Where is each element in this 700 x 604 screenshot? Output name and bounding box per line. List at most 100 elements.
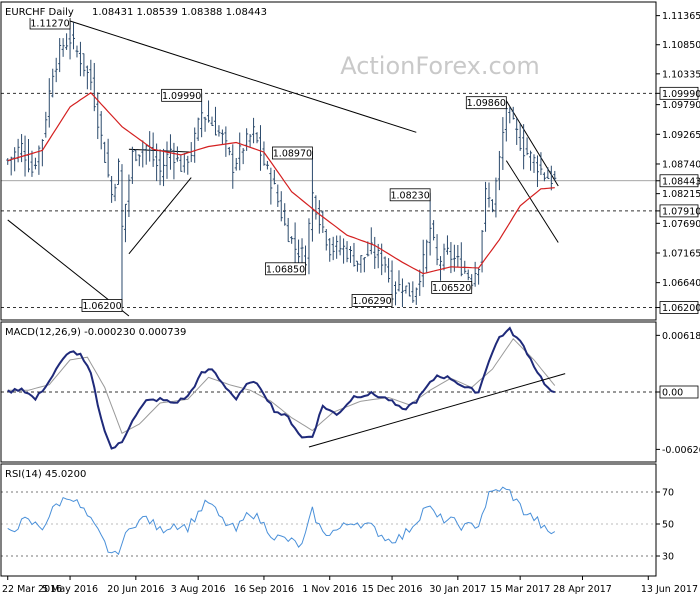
ohlc-bar bbox=[355, 260, 359, 272]
ohlc-bar bbox=[113, 183, 117, 202]
ohlc-bar bbox=[20, 134, 24, 163]
rsi-path bbox=[7, 486, 556, 556]
trendlines bbox=[7, 20, 559, 317]
ohlc-bar bbox=[508, 107, 512, 124]
ohlc-bar bbox=[144, 143, 148, 165]
macd-y-tick-label: 0.00 bbox=[662, 388, 683, 399]
price-level-label-box bbox=[659, 86, 699, 100]
price-y-tick-label: 1.09265 bbox=[662, 130, 700, 141]
macd-y-tick-label: -0.00626 bbox=[662, 445, 700, 456]
price-level-label-box bbox=[659, 204, 699, 218]
ohlc-bar bbox=[110, 175, 114, 203]
ohlc-bar bbox=[252, 117, 256, 144]
price-y-tick-label: 1.10335 bbox=[662, 69, 700, 80]
price-level-label: 1.07910 bbox=[662, 206, 700, 217]
ohlc-bar bbox=[321, 210, 325, 233]
price-level-label-box bbox=[659, 301, 699, 314]
watermark-text: ActionForex.com bbox=[340, 52, 540, 80]
ohlc-bar bbox=[210, 116, 214, 127]
annotation-box bbox=[272, 146, 313, 160]
price-level-label: 1.08443 bbox=[662, 176, 700, 187]
trendline-5 bbox=[505, 160, 559, 243]
ohlc-bar bbox=[518, 123, 522, 151]
price-y-tick-label: 1.07165 bbox=[662, 248, 700, 259]
ohlc-bar bbox=[72, 22, 76, 50]
ohlc-bar bbox=[397, 270, 401, 292]
ohlc-bar bbox=[529, 150, 533, 171]
x-axis-label: 22 Mar 2016 bbox=[2, 584, 62, 595]
price-title-bg bbox=[3, 4, 233, 18]
ohlc-bar bbox=[238, 132, 242, 171]
ohlc-bar bbox=[300, 238, 304, 264]
ohlc-bar bbox=[373, 236, 377, 269]
ohlc-bar bbox=[428, 192, 432, 256]
x-axis-label: 5 May 2016 bbox=[42, 584, 98, 595]
price-level-label: 1.06200 bbox=[662, 303, 700, 314]
annotation-label: 1.09860 bbox=[467, 98, 506, 109]
ohlc-bar bbox=[99, 111, 103, 150]
ohlc-bar bbox=[328, 238, 332, 262]
ohlc-bar bbox=[286, 217, 290, 243]
ohlc-bar bbox=[120, 164, 124, 308]
trendline-0 bbox=[69, 20, 417, 133]
x-axis-label: 3 Aug 2016 bbox=[171, 584, 226, 595]
ohlc-bar bbox=[279, 191, 283, 222]
sma-line bbox=[7, 92, 555, 275]
annotation-box bbox=[431, 281, 473, 294]
ohlc-bar bbox=[272, 169, 276, 185]
y-axis-labels: 1.11365 1.10850 1.10335 1.09790 1.09265 1.087… bbox=[656, 11, 700, 563]
ohlc-bar bbox=[435, 234, 439, 266]
ohlc-bar bbox=[352, 242, 356, 267]
ohlc-bar bbox=[213, 106, 217, 136]
ohlc-bar bbox=[92, 62, 96, 112]
annotation-box bbox=[389, 188, 431, 202]
ohlc-bar bbox=[335, 235, 339, 259]
ohlc-bar bbox=[89, 59, 93, 91]
annotation-label: 1.06850 bbox=[266, 264, 305, 275]
price-level-label-box bbox=[659, 174, 699, 188]
ohlc-bar bbox=[61, 38, 65, 57]
ohlc-bar bbox=[75, 45, 79, 58]
ohlc-bar bbox=[134, 149, 138, 162]
price-y-tick-label: 1.10850 bbox=[662, 40, 700, 51]
ohlc-bar bbox=[480, 229, 484, 273]
ohlc-bar bbox=[262, 141, 266, 166]
macd-y-tick-label-box bbox=[659, 385, 699, 399]
ohlc-bar bbox=[359, 255, 363, 273]
ohlc-bar bbox=[425, 239, 429, 274]
ohlc-bar bbox=[106, 138, 110, 178]
ohlc-bar bbox=[290, 236, 294, 244]
rsi-y-tick-label: 50 bbox=[662, 520, 674, 531]
price-y-tick-label: 1.08740 bbox=[662, 159, 700, 170]
ohlc-bar bbox=[362, 257, 366, 273]
ohlc-bar bbox=[269, 167, 273, 205]
rsi-line bbox=[1, 486, 656, 557]
annotation-box bbox=[81, 299, 123, 312]
ohlc-bar bbox=[473, 261, 477, 287]
ohlc-bar bbox=[255, 132, 259, 144]
ohlc-bar bbox=[539, 152, 543, 176]
ohlc-bar bbox=[293, 222, 297, 265]
ohlc-bar bbox=[227, 146, 231, 156]
ohlc-bar bbox=[414, 287, 418, 305]
ohlc-bar bbox=[511, 106, 515, 120]
price-y-tick-label: 1.09790 bbox=[662, 100, 700, 111]
ohlc-bar bbox=[258, 125, 262, 171]
ohlc-bar bbox=[459, 242, 463, 277]
ohlc-bar bbox=[466, 269, 470, 281]
annotation-label: 1.09990 bbox=[162, 91, 201, 102]
ohlc-bar bbox=[203, 116, 207, 132]
annotation-box bbox=[351, 294, 393, 307]
ohlc-bar bbox=[449, 242, 453, 274]
annotation-label: 1.08230 bbox=[390, 190, 429, 201]
ohlc-bar bbox=[172, 142, 176, 180]
ohlc-bar bbox=[400, 278, 404, 308]
ohlc-bar bbox=[342, 238, 346, 264]
ohlc-bar bbox=[85, 65, 89, 90]
ohlc-bar bbox=[158, 149, 162, 186]
x-axis-label: 28 Apr 2017 bbox=[553, 584, 612, 595]
macd-title: MACD(12,26,9) -0.000230 0.000739 bbox=[5, 327, 186, 338]
x-axis-label: 20 Jun 2016 bbox=[107, 584, 164, 595]
